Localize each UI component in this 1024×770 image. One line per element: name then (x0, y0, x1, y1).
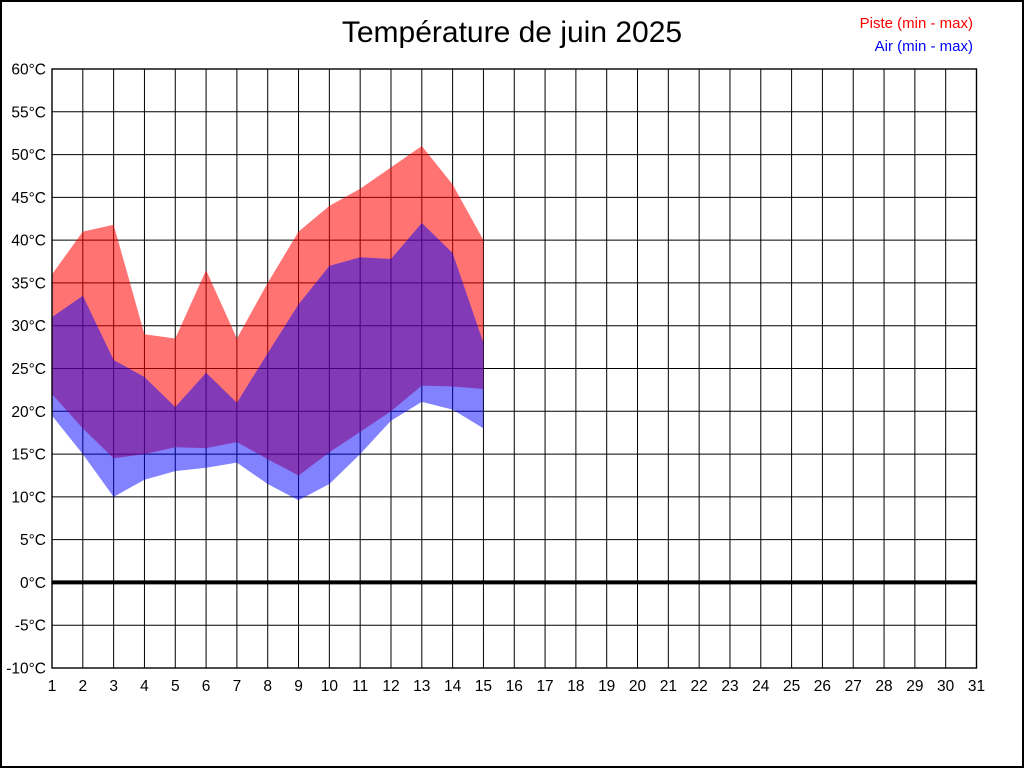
x-axis-label: 20 (629, 678, 647, 695)
x-axis-label: 18 (567, 678, 584, 695)
y-axis-label: -5°C (15, 618, 46, 635)
y-axis-label: 50°C (11, 147, 46, 164)
x-axis-label: 21 (660, 678, 677, 695)
y-axis-label: 45°C (11, 190, 46, 207)
x-axis-label: 27 (845, 678, 862, 695)
x-axis-label: 1 (48, 678, 57, 695)
y-axis-label: 35°C (11, 275, 46, 292)
y-axis-label: 60°C (11, 62, 46, 79)
x-axis-label: 23 (721, 678, 738, 695)
y-axis-label: 20°C (11, 404, 46, 421)
plot-border (51, 68, 978, 669)
chart-legend: Piste (min - max) Air (min - max) (860, 12, 973, 58)
legend-item-air: Air (min - max) (874, 38, 973, 55)
x-axis-label: 3 (109, 678, 118, 695)
x-axis-label: 12 (382, 678, 399, 695)
x-axis-label: 24 (752, 678, 770, 695)
x-axis-labels: 1 2 3 4 5 6 7 8 9 10 11 12 13 14 15 16 17 18 19 20 21 22 23 24 2… (48, 678, 985, 695)
x-axis-label: 13 (413, 678, 430, 695)
y-axis-label: 10°C (11, 489, 46, 506)
y-axis-label: 40°C (11, 233, 46, 250)
x-axis-label: 26 (814, 678, 831, 695)
y-axis-label: 25°C (11, 361, 46, 378)
x-axis-label: 29 (906, 678, 923, 695)
x-axis-label: 6 (202, 678, 211, 695)
y-axis-labels: -10°C -5°C 0°C 5°C 10°C 15°C 20°C 25°C 30°C 35°C 4… (6, 62, 46, 678)
x-axis-label: 14 (444, 678, 462, 695)
x-axis-label: 15 (475, 678, 492, 695)
chart-title: Température de juin 2025 (341, 16, 683, 49)
air-band (52, 223, 484, 501)
x-axis-label: 11 (352, 678, 368, 695)
x-axis-label: 25 (783, 678, 800, 695)
x-axis-label: 16 (506, 678, 523, 695)
piste-band (52, 146, 484, 476)
x-axis-label: 10 (321, 678, 339, 695)
x-axis-label: 5 (171, 678, 180, 695)
y-axis-label: 0°C (20, 575, 46, 592)
x-axis-label: 4 (140, 678, 149, 695)
x-axis-label: 22 (691, 678, 708, 695)
x-axis-label: 19 (598, 678, 615, 695)
x-axis-label: 9 (294, 678, 303, 695)
y-axis-label: 30°C (11, 318, 46, 335)
legend-item-piste: Piste (min - max) (859, 15, 973, 32)
y-axis-label: -10°C (6, 661, 46, 678)
y-axis-label: 5°C (20, 532, 46, 549)
x-axis-label: 31 (968, 678, 985, 695)
y-axis-label: 55°C (11, 104, 46, 121)
x-axis-label: 7 (233, 678, 242, 695)
x-axis-label: 2 (79, 678, 88, 695)
x-axis-label: 28 (875, 678, 892, 695)
x-axis-label: 17 (536, 678, 553, 695)
x-axis-label: 8 (263, 678, 272, 695)
x-axis-label: 30 (937, 678, 955, 695)
y-axis-label: 15°C (11, 447, 46, 464)
